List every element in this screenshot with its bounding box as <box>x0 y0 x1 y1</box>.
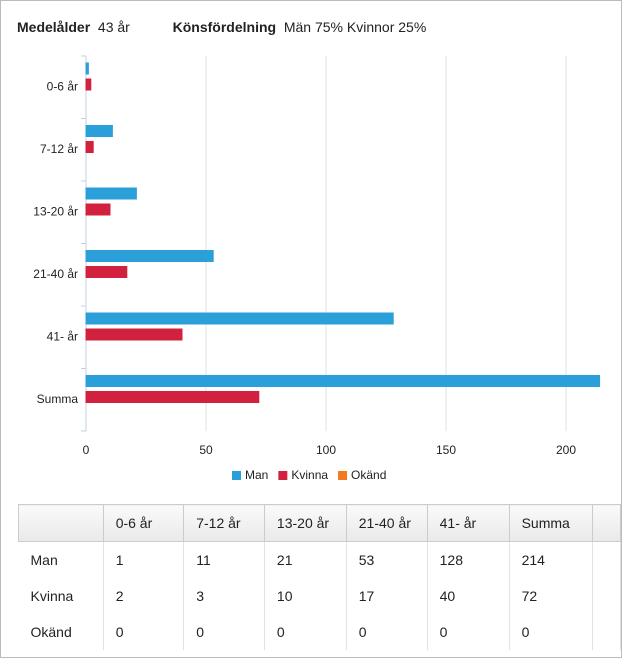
y-tick-label: 7-12 år <box>40 142 78 156</box>
y-tick-label: Summa <box>37 392 79 406</box>
x-tick-label: 0 <box>83 443 90 457</box>
bar <box>85 250 214 262</box>
cell: 0 <box>427 614 510 650</box>
bar <box>85 375 601 387</box>
scroll-cell <box>592 578 621 614</box>
x-tick-label: 200 <box>556 443 576 457</box>
y-tick-label: 0-6 år <box>47 79 78 93</box>
x-tick-label: 100 <box>316 443 336 457</box>
y-tick-label: 41- år <box>47 329 78 343</box>
bar <box>85 78 92 91</box>
x-tick-label: 150 <box>436 443 456 457</box>
cell: 2 <box>103 578 185 614</box>
gender-value: Män 75% Kvinnor 25% <box>283 19 427 35</box>
legend-swatch <box>278 471 288 480</box>
legend-label: Okänd <box>351 468 386 482</box>
bar <box>85 141 94 153</box>
bar <box>85 328 183 341</box>
row-label: Okänd <box>18 614 104 650</box>
age-value: 43 år <box>97 19 130 35</box>
age-label: Medelålder <box>17 19 91 35</box>
y-tick-label: 13-20 år <box>33 204 78 218</box>
column-header: 41- år <box>426 504 510 542</box>
y-tick-label: 21-40 år <box>33 267 78 281</box>
scroll-cell <box>592 614 621 650</box>
cell: 17 <box>346 578 428 614</box>
table-row: Man 1 11 21 53 128 214 <box>18 541 621 578</box>
bar <box>85 187 137 200</box>
bar <box>85 266 128 278</box>
table-row: Kvinna 2 3 10 17 40 72 <box>18 578 621 614</box>
cell: 214 <box>509 541 593 578</box>
data-table: 0-6 år 7-12 år 13-20 år 21-40 år 41- år Summa… <box>18 504 621 650</box>
chart: 0 50 100 150 200 0-6 år 7-12 år 13-20 år 21-40 å… <box>33 55 601 482</box>
column-header: Summa <box>508 504 593 542</box>
cell: 21 <box>264 541 347 578</box>
table-row: Okänd 0 0 0 0 0 0 <box>18 614 621 650</box>
legend-label: Man <box>245 468 268 482</box>
scroll-cell <box>592 541 621 578</box>
legend-swatch <box>232 471 241 480</box>
header-row: 0-6 år 7-12 år 13-20 år 21-40 år 41- år Summa <box>18 504 621 542</box>
legend-swatch <box>338 471 348 480</box>
summary: Medelålder 43 år Könsfördelning Män 75% … <box>17 19 426 35</box>
column-header: 7-12 år <box>183 504 265 542</box>
cell: 0 <box>183 614 265 650</box>
legend-label: Kvinna <box>291 468 328 482</box>
cell: 0 <box>264 614 347 650</box>
corner <box>18 504 104 542</box>
cell: 40 <box>427 578 510 614</box>
bar <box>85 125 113 137</box>
cell: 0 <box>509 614 593 650</box>
row-label: Man <box>18 541 104 578</box>
row-label: Kvinna <box>18 578 104 614</box>
bar <box>85 62 89 75</box>
cell: 128 <box>427 541 510 578</box>
cell: 11 <box>183 541 265 578</box>
cell: 53 <box>346 541 428 578</box>
bar <box>85 203 111 216</box>
cell: 0 <box>346 614 428 650</box>
column-header: 0-6 år <box>102 504 185 542</box>
bar <box>85 391 260 403</box>
column-header: 21-40 år <box>345 504 428 542</box>
cell: 3 <box>183 578 265 614</box>
cell: 10 <box>264 578 347 614</box>
cell: 1 <box>103 541 185 578</box>
bar <box>85 312 394 325</box>
x-tick-label: 50 <box>199 443 213 457</box>
scroll-header <box>591 504 621 542</box>
column-header: 13-20 år <box>263 504 347 542</box>
legend: Man Kvinna Okänd <box>232 468 386 482</box>
gender-label: Könsfördelning <box>172 19 277 35</box>
cell: 72 <box>509 578 593 614</box>
cell: 0 <box>103 614 185 650</box>
